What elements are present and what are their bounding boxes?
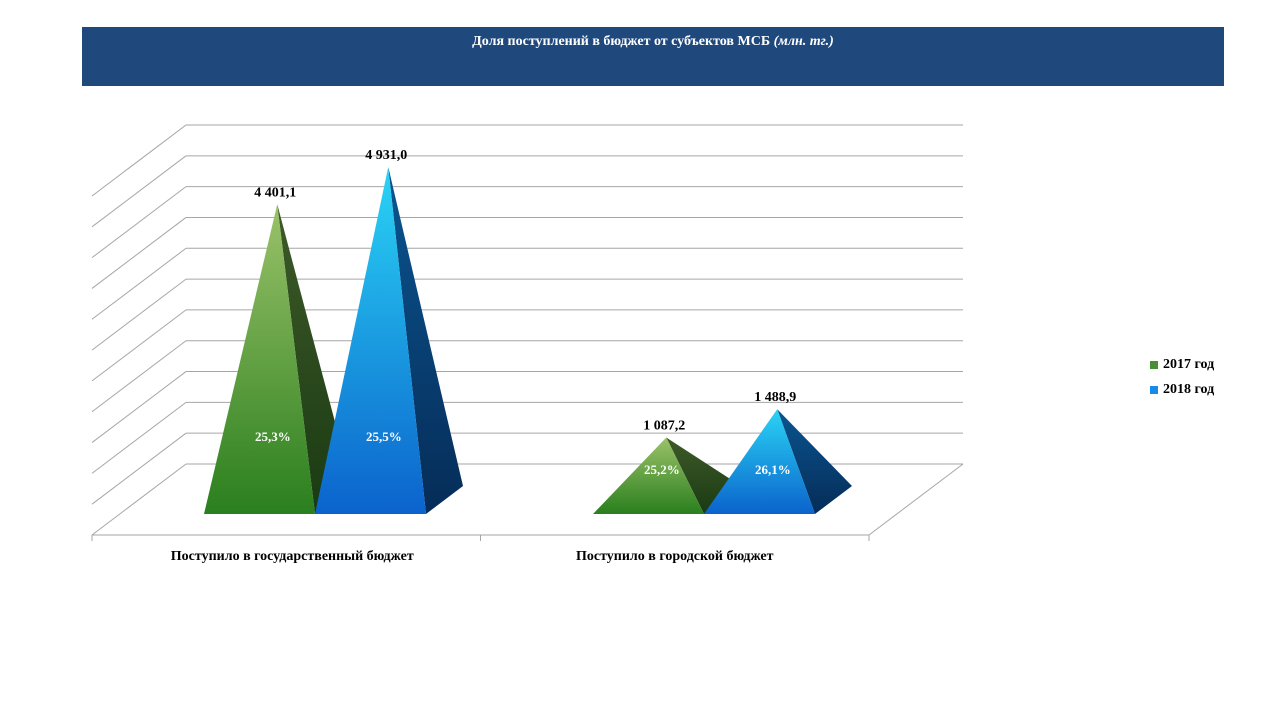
- chart-title-unit: (млн. тг.): [773, 34, 834, 49]
- chart-marks: [204, 167, 852, 514]
- legend-swatch-2018: [1150, 385, 1158, 394]
- chart-labels: 4 401,1 25,3% 4 931,0 25,5% 1 087,2 25,2% 1 48…: [254, 148, 796, 477]
- legend-item-2018: 2018 год: [1150, 377, 1214, 402]
- side-gridline: [91, 463, 187, 536]
- value-label-2017-1: 1 087,2: [643, 418, 685, 433]
- pyramid-front-2017-0: [204, 204, 315, 514]
- side-gridline: [91, 278, 187, 351]
- chart-legend: 2017 год 2018 год: [1150, 352, 1214, 402]
- category-label-0: Поступило в государственный бюджет: [171, 549, 414, 564]
- pyramid-front-2017-1: [593, 437, 704, 514]
- side-gridline: [91, 340, 187, 413]
- value-label-2018-0: 4 931,0: [365, 148, 407, 163]
- side-gridline: [91, 217, 187, 289]
- legend-swatch-2017: [1150, 360, 1158, 369]
- side-gridline: [91, 432, 187, 505]
- side-gridline: [91, 186, 187, 259]
- legend-label-2017: 2017 год: [1163, 356, 1215, 372]
- side-gridline: [91, 401, 187, 474]
- value-label-2018-1: 1 488,9: [754, 390, 796, 405]
- pyramid-side-2018-1: [777, 409, 852, 514]
- pyramid-front-2018-0: [315, 167, 426, 514]
- chart-floor: [91, 463, 964, 541]
- chart-category-labels: Поступило в государственный бюджет Поступ…: [171, 549, 774, 564]
- category-label-1: Поступило в городской бюджет: [576, 549, 774, 564]
- value-label-2017-0: 4 401,1: [254, 185, 296, 200]
- side-gridline: [91, 155, 187, 228]
- chart-gridlines: [186, 124, 963, 465]
- share-label-2017-0: 25,3%: [255, 429, 291, 444]
- legend-item-2017: 2017 год: [1150, 352, 1214, 377]
- pyramid-front-2018-1: [704, 409, 815, 514]
- side-gridline: [91, 247, 187, 320]
- chart-title-bar: Доля поступлений в бюджет от субъектов М…: [82, 27, 1224, 86]
- share-label-2018-0: 25,5%: [366, 429, 402, 444]
- side-gridline: [91, 371, 187, 443]
- pyramid-side-2018-0: [388, 167, 463, 514]
- floor-right-edge: [868, 463, 964, 536]
- legend-label-2018: 2018 год: [1163, 381, 1215, 397]
- side-gridline: [91, 124, 187, 197]
- chart-walls: [91, 124, 187, 536]
- chart-title-text: Доля поступлений в бюджет от субъектов М…: [472, 34, 771, 49]
- share-label-2017-1: 25,2%: [644, 462, 680, 477]
- side-gridline: [91, 309, 187, 382]
- share-label-2018-1: 26,1%: [755, 462, 791, 477]
- chart-title: Доля поступлений в бюджет от субъектов М…: [82, 34, 1224, 50]
